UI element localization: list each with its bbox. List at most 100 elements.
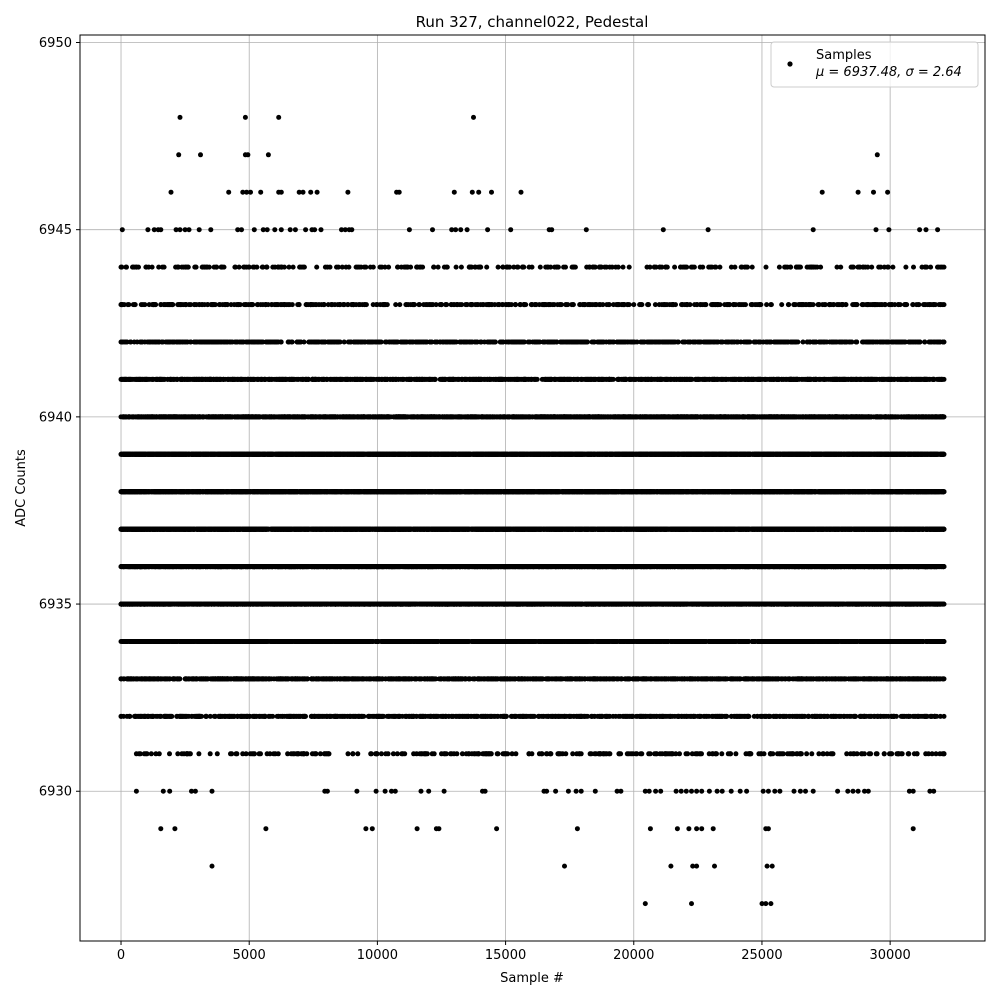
data-point: [606, 302, 612, 308]
data-point: [941, 376, 947, 382]
data-point: [151, 227, 157, 233]
data-point: [321, 376, 327, 382]
data-point: [308, 189, 314, 195]
data-point: [936, 376, 942, 382]
data-point: [175, 264, 181, 270]
data-point: [360, 376, 366, 382]
data-point: [591, 376, 597, 382]
data-point: [279, 302, 284, 308]
data-point: [194, 302, 199, 308]
data-point: [278, 189, 284, 195]
data-point: [705, 227, 711, 233]
data-point: [255, 339, 261, 345]
data-point: [399, 376, 405, 382]
data-point: [930, 376, 936, 382]
data-point: [718, 376, 724, 382]
data-point: [142, 302, 148, 308]
data-point: [225, 376, 231, 382]
data-point: [258, 376, 264, 382]
data-point: [339, 227, 344, 233]
data-point: [765, 339, 771, 345]
data-point: [186, 227, 192, 233]
data-point: [554, 264, 560, 270]
data-point: [395, 264, 401, 270]
data-point: [528, 376, 534, 382]
data-point: [665, 339, 671, 345]
data-point: [838, 376, 844, 382]
data-point: [196, 227, 202, 233]
data-point: [358, 264, 364, 270]
data-point: [743, 302, 748, 308]
data-point: [118, 376, 124, 382]
data-point: [269, 339, 275, 345]
data-point: [731, 302, 737, 308]
data-point: [221, 264, 227, 270]
data-point: [443, 302, 449, 308]
data-point: [933, 302, 938, 308]
data-point: [238, 414, 244, 420]
data-point: [271, 302, 277, 308]
data-point: [654, 376, 660, 382]
data-point: [859, 376, 864, 382]
data-point: [422, 376, 428, 382]
data-point: [834, 264, 840, 270]
data-point: [287, 227, 293, 233]
data-point: [235, 227, 241, 233]
data-point: [600, 302, 606, 308]
data-point: [348, 339, 354, 345]
data-point: [551, 302, 557, 308]
data-point: [224, 339, 230, 345]
data-point: [130, 302, 136, 308]
data-point: [464, 227, 470, 233]
data-point: [435, 264, 441, 270]
data-point: [620, 264, 626, 270]
data-point: [757, 302, 763, 308]
data-point: [399, 339, 405, 345]
data-point: [156, 264, 162, 270]
data-point: [431, 264, 437, 270]
data-point: [292, 227, 298, 233]
data-point: [365, 376, 371, 382]
data-point: [885, 189, 891, 195]
data-point: [444, 264, 450, 270]
data-point: [398, 264, 404, 270]
data-point: [200, 264, 206, 270]
data-point: [411, 302, 417, 308]
data-point: [240, 339, 246, 345]
data-point: [393, 302, 399, 308]
data-point: [432, 376, 438, 382]
data-point: [685, 339, 691, 345]
data-point: [772, 339, 778, 345]
data-point: [757, 339, 763, 345]
data-point: [169, 339, 175, 345]
data-point: [397, 302, 403, 308]
data-point: [334, 264, 339, 270]
data-point: [545, 264, 551, 270]
data-point: [656, 339, 662, 345]
data-point: [453, 264, 459, 270]
data-point: [144, 339, 150, 345]
data-point: [165, 302, 171, 308]
data-point: [328, 302, 334, 308]
data-point: [903, 264, 909, 270]
data-point: [854, 339, 860, 345]
data-point: [168, 189, 174, 195]
data-point: [626, 264, 632, 270]
data-point: [270, 264, 276, 270]
data-point: [343, 376, 349, 382]
data-point: [819, 189, 825, 195]
data-point: [850, 264, 856, 270]
data-point: [810, 227, 816, 233]
data-point: [821, 376, 827, 382]
data-point: [296, 189, 302, 195]
data-point: [748, 376, 754, 382]
data-point: [345, 189, 351, 195]
data-point: [483, 376, 489, 382]
data-point: [717, 264, 723, 270]
data-point: [732, 264, 738, 270]
data-point: [179, 376, 185, 382]
data-point: [161, 264, 167, 270]
data-point: [859, 302, 865, 308]
data-point: [376, 376, 382, 382]
